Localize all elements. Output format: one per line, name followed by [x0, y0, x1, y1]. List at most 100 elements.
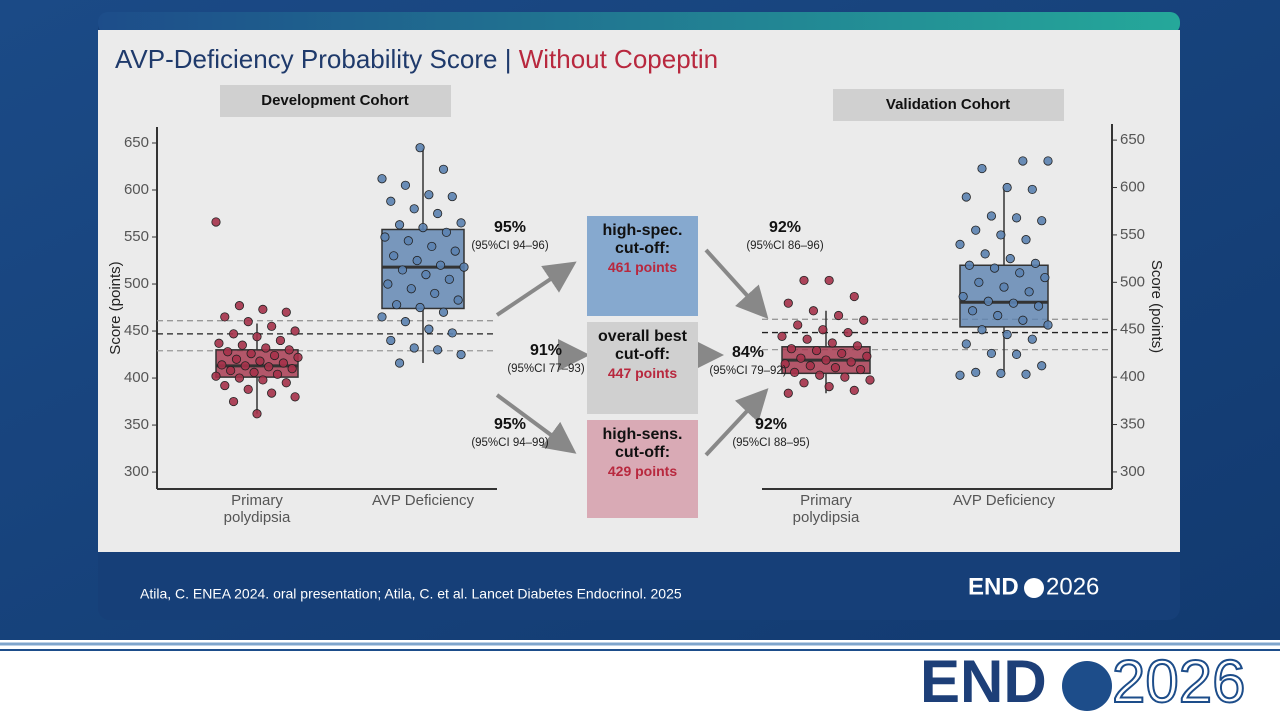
cutoff-box — [587, 322, 698, 414]
data-point — [852, 341, 863, 351]
data-point — [859, 315, 869, 325]
data-point — [258, 304, 268, 315]
data-point — [983, 296, 993, 306]
y-tick-label: 650 — [1120, 131, 1145, 148]
data-point — [228, 396, 239, 407]
data-point — [272, 369, 283, 379]
logo-right: 2026 — [1046, 573, 1099, 600]
data-point — [996, 230, 1006, 240]
y-axis-label: Score (points) — [1148, 260, 1165, 353]
logo-large: END 2026 — [920, 647, 1246, 716]
data-point — [1040, 272, 1050, 283]
data-point — [796, 353, 806, 363]
chart-header-box — [833, 89, 1064, 121]
chart-header: Validation Cohort — [886, 96, 1010, 113]
data-point — [1043, 156, 1053, 166]
data-point — [955, 239, 965, 250]
data-point — [1037, 361, 1047, 371]
title-main: AVP-Deficiency Probability Score — [115, 44, 497, 74]
logo-globe — [1024, 578, 1044, 598]
data-point — [228, 329, 239, 339]
data-point — [383, 279, 393, 289]
x-tick-label: AVP Deficiency — [372, 492, 474, 509]
data-point — [1008, 298, 1019, 308]
data-point — [1005, 254, 1015, 264]
cutoff-value: 429 points — [607, 462, 678, 479]
data-point — [424, 190, 434, 200]
cutoff-text: high-sens. cut-off: 429 points — [587, 426, 698, 479]
data-point — [821, 355, 831, 365]
data-point — [284, 345, 294, 355]
y-tick-label: 400 — [1120, 368, 1145, 385]
data-point — [456, 349, 466, 360]
data-point — [435, 260, 446, 270]
data-point — [1021, 369, 1031, 379]
data-point — [986, 211, 997, 221]
data-point — [786, 344, 797, 354]
data-point — [275, 335, 286, 346]
data-point — [958, 291, 968, 302]
data-point — [974, 277, 984, 287]
data-point — [211, 217, 221, 227]
data-point — [843, 327, 853, 338]
data-point — [433, 208, 443, 219]
data-point — [424, 324, 434, 334]
data-point — [258, 375, 268, 385]
data-point — [989, 263, 1000, 273]
data-point — [290, 392, 300, 402]
data-point — [389, 251, 399, 261]
data-point — [799, 378, 809, 388]
data-point — [793, 320, 803, 330]
data-point — [1018, 315, 1028, 325]
y-tick-label: 600 — [124, 181, 149, 198]
data-point — [237, 340, 247, 350]
data-point — [986, 348, 997, 359]
y-tick-label: 350 — [1120, 416, 1145, 433]
logo-globe — [1062, 661, 1112, 711]
data-point — [777, 331, 787, 341]
y-tick-label: 450 — [1120, 321, 1145, 338]
data-point — [849, 291, 859, 302]
data-point — [840, 372, 850, 382]
y-tick-label: 300 — [124, 463, 149, 480]
performance-pct: 91% — [530, 342, 562, 359]
data-point — [217, 360, 227, 370]
data-point — [403, 236, 413, 246]
data-point — [421, 270, 431, 280]
data-point — [802, 334, 812, 344]
cutoff-label: high-spec. cut-off: — [602, 222, 683, 258]
data-point — [833, 310, 844, 321]
performance-ci: (95%CI 88–95) — [732, 437, 810, 449]
data-point — [427, 241, 437, 252]
data-point — [430, 288, 440, 299]
data-point — [805, 361, 815, 371]
data-point — [269, 350, 280, 361]
cutoff-text: overall best cut-off: 447 points — [587, 328, 698, 381]
data-point — [267, 321, 277, 331]
data-point — [231, 354, 242, 364]
data-point — [220, 312, 230, 322]
data-point — [971, 225, 981, 235]
data-point — [827, 338, 837, 348]
data-point — [849, 385, 859, 396]
data-point — [1015, 268, 1025, 278]
data-point — [815, 370, 825, 380]
data-point — [397, 265, 408, 275]
data-point — [824, 275, 834, 286]
data-point — [252, 332, 262, 342]
performance-ci: (95%CI 86–96) — [746, 240, 824, 252]
y-tick-label: 600 — [1120, 178, 1145, 195]
data-point — [226, 365, 236, 376]
performance-ci: (95%CI 94–99) — [471, 437, 549, 449]
data-point — [993, 310, 1003, 321]
data-point — [234, 301, 245, 311]
data-point — [267, 388, 277, 398]
data-point — [438, 164, 449, 174]
data-point — [1002, 329, 1012, 340]
data-point — [400, 180, 411, 190]
data-point — [1033, 301, 1044, 311]
data-point — [967, 306, 978, 316]
data-point — [846, 357, 856, 367]
data-point — [433, 345, 443, 355]
